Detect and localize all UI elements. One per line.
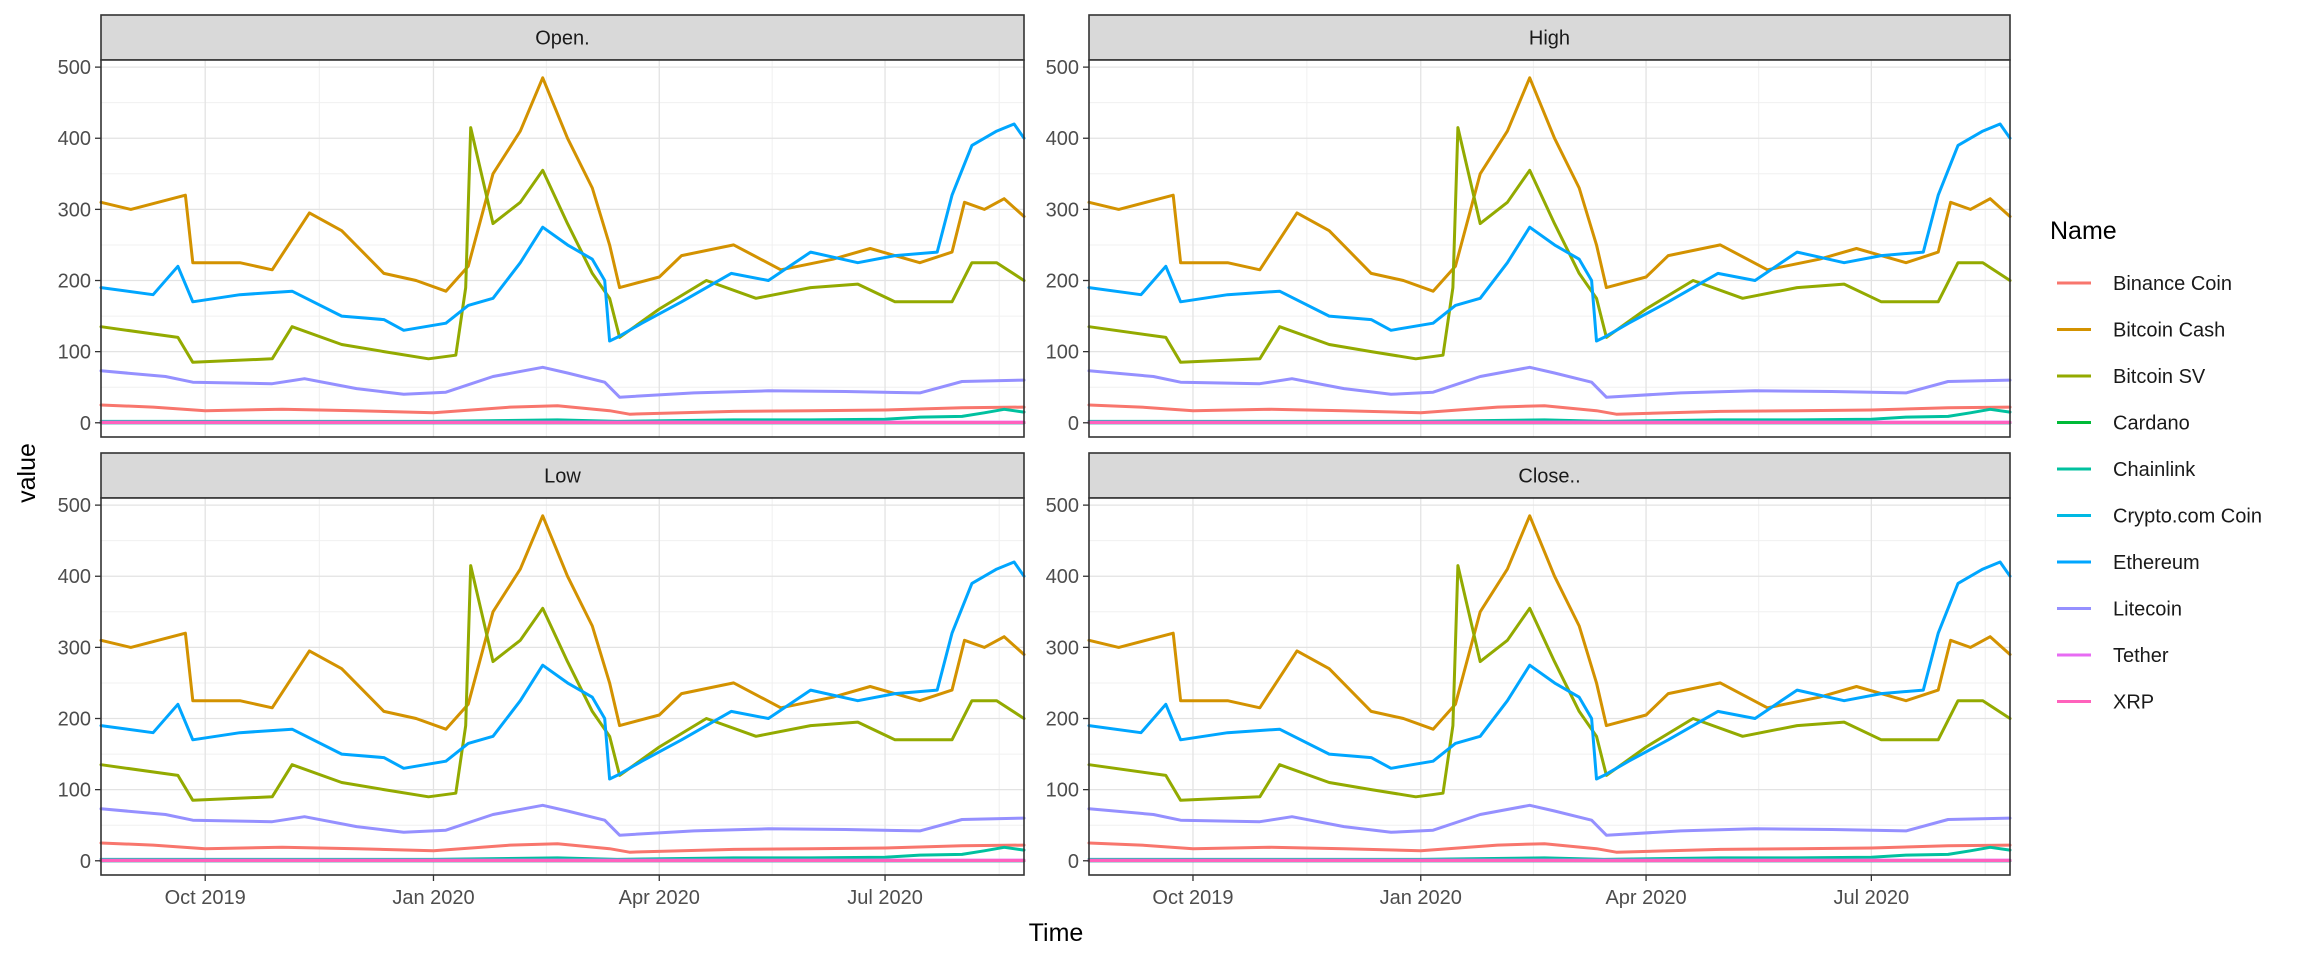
y-tick-label: 0 [80,413,91,435]
y-tick-label: 400 [58,128,91,150]
legend-label: Binance Coin [2113,273,2232,295]
y-axis-title: value [13,443,41,503]
y-tick-label: 200 [58,709,91,731]
y-tick-label: 400 [1046,566,1079,588]
y-tick-label: 500 [58,57,91,79]
y-tick-label: 500 [58,495,91,517]
facet-panel: High 0 100 200 300 400 500 [1046,15,2010,437]
y-tick-label: 0 [80,851,91,873]
x-tick-label: Apr 2020 [619,887,700,909]
y-tick-label: 200 [1046,271,1079,293]
y-tick-label: 200 [58,271,91,293]
y-tick-label: 0 [1068,413,1079,435]
facet-title: Open. [535,28,589,50]
legend-label: XRP [2113,692,2154,714]
legend-label: Cardano [2113,413,2190,435]
legend-label: Litecoin [2113,599,2182,621]
facet-title: Low [544,466,581,488]
y-tick-label: 100 [58,780,91,802]
y-tick-label: 400 [58,566,91,588]
x-tick-label: Jul 2020 [847,887,923,909]
facet-panel: Close.. 0 100 200 300 400 500 Oct 2019 Jan 2020 A… [1046,453,2010,909]
legend-label: Crypto.com Coin [2113,506,2262,528]
legend-title: Name [2050,217,2117,245]
legend-label: Bitcoin SV [2113,366,2206,388]
legend-label: Ethereum [2113,552,2200,574]
legend-label: Chainlink [2113,459,2196,481]
legend-label: Bitcoin Cash [2113,320,2225,342]
x-tick-label: Oct 2019 [1152,887,1233,909]
y-tick-label: 400 [1046,128,1079,150]
y-tick-label: 500 [1046,57,1079,79]
x-tick-label: Jan 2020 [392,887,474,909]
legend: Name Binance Coin Bitcoin Cash Bitcoin SV Ca… [2050,217,2262,714]
x-tick-label: Apr 2020 [1605,887,1686,909]
y-tick-label: 100 [1046,342,1079,364]
x-tick-label: Jan 2020 [1380,887,1462,909]
x-axis-title: Time [1029,919,1084,947]
y-tick-label: 300 [1046,637,1079,659]
y-tick-label: 300 [1046,199,1079,221]
x-tick-label: Jul 2020 [1834,887,1910,909]
y-tick-label: 500 [1046,495,1079,517]
legend-label: Tether [2113,645,2169,667]
facet-title: Close.. [1518,466,1580,488]
y-tick-label: 200 [1046,709,1079,731]
y-tick-label: 100 [1046,780,1079,802]
y-tick-label: 300 [58,199,91,221]
y-tick-label: 100 [58,342,91,364]
facet-panel: Low 0 100 200 300 400 500 Oct 2019 Jan 2020 Apr 2… [58,453,1024,909]
y-tick-label: 0 [1068,851,1079,873]
facet-title: High [1529,28,1570,50]
x-tick-label: Oct 2019 [165,887,246,909]
y-tick-label: 300 [58,637,91,659]
facet-panel: Open. 0 100 200 300 400 500 [58,15,1024,437]
